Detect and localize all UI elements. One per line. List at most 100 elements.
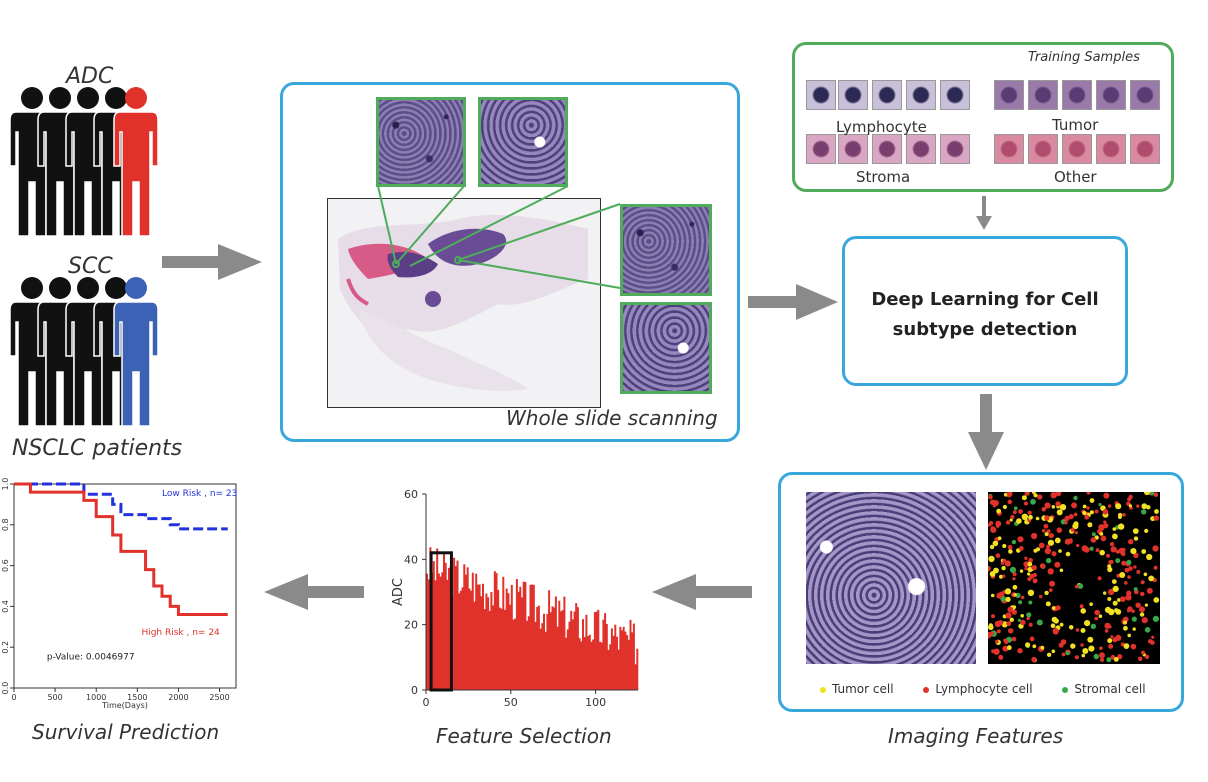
detected-cell: [1070, 643, 1076, 649]
detected-cell: [1004, 588, 1012, 595]
detected-cell: [1104, 629, 1109, 633]
training-thumbnail: [838, 80, 868, 110]
detected-cell: [1139, 606, 1145, 613]
detected-cell: [1037, 494, 1043, 500]
detected-cell: [1018, 509, 1023, 514]
detected-cell: [1044, 502, 1051, 509]
detected-cell: [1019, 569, 1024, 573]
detected-cell: [1051, 505, 1056, 509]
detected-cell: [1121, 560, 1127, 566]
detected-cell: [1084, 620, 1091, 627]
detected-cell: [1032, 644, 1037, 649]
detected-cell: [1036, 619, 1043, 626]
detected-cell: [993, 648, 1000, 655]
feature-bar: [448, 567, 450, 690]
detected-cell: [1151, 635, 1155, 639]
feature-bar: [509, 604, 512, 690]
detected-cell: [1108, 608, 1115, 616]
detected-cell: [1024, 492, 1030, 496]
detected-cell: [1002, 645, 1009, 652]
detected-cell: [1074, 531, 1078, 535]
legend-dot-tumor: [820, 686, 826, 693]
detected-cell: [1128, 539, 1134, 545]
detected-cell: [1068, 625, 1074, 630]
detected-cell: [1015, 592, 1021, 598]
detected-cell: [1103, 591, 1107, 595]
detected-cell: [1073, 503, 1077, 507]
detected-cell: [1099, 532, 1104, 536]
detected-cell: [1031, 565, 1037, 571]
detected-cell: [1064, 515, 1070, 521]
detected-cell: [1026, 612, 1032, 618]
feature-bar: [549, 612, 552, 690]
feature-bar: [610, 628, 613, 690]
feature-bar: [504, 609, 506, 690]
zoom-lines: [377, 185, 621, 289]
detected-cell: [988, 565, 991, 572]
nsclc-patients-label: NSCLC patients: [12, 436, 183, 461]
detected-cell: [1087, 522, 1093, 528]
arrow-left-icon: [652, 574, 752, 610]
feature-bar: [482, 583, 484, 690]
detected-cell: [1112, 585, 1119, 592]
detected-cell: [1090, 623, 1096, 629]
deep-learning-box: Deep Learning for Cell subtype detection: [842, 236, 1128, 386]
detected-cell: [1111, 579, 1117, 584]
detected-cell: [1149, 492, 1155, 496]
detected-cell: [1099, 652, 1105, 659]
feature-bar: [537, 605, 540, 690]
detected-cell: [1140, 591, 1145, 597]
detected-cell: [1004, 639, 1009, 645]
feature-bar: [585, 614, 588, 690]
legend-lymphocyte-label: Lymphocyte cell: [935, 682, 1033, 696]
feature-bar: [444, 562, 447, 690]
detected-cell: [1148, 575, 1155, 582]
detected-cell: [1141, 549, 1147, 554]
detected-cell: [995, 524, 1000, 528]
detected-cell: [1051, 551, 1057, 557]
detected-cell: [1153, 492, 1159, 497]
detected-cell: [1137, 656, 1143, 662]
x-tick-label: 0: [11, 693, 16, 702]
patient-highlight-icon: [113, 277, 159, 426]
detected-cell: [1084, 514, 1090, 520]
feature-bar: [498, 607, 501, 690]
detected-cell: [1002, 504, 1007, 510]
feature-bar: [599, 641, 601, 690]
detected-cell: [1093, 653, 1099, 660]
detected-cell: [1103, 492, 1110, 499]
detected-cell: [1117, 654, 1123, 660]
detected-cell: [1132, 528, 1139, 534]
feature-bar: [612, 635, 615, 690]
y-tick-label: 0.6: [1, 559, 10, 572]
detected-cell: [1140, 580, 1145, 585]
y-tick-label: 20: [404, 619, 418, 632]
feature-bar: [480, 596, 483, 690]
feature-bar: [426, 573, 428, 690]
detected-cell: [1002, 558, 1007, 563]
detected-cell: [1081, 653, 1086, 658]
y-tick-label: 0.8: [1, 518, 10, 531]
feature-bar: [583, 637, 586, 690]
detected-cell: [1033, 493, 1038, 498]
feature-bar: [568, 621, 571, 690]
arrow-right-icon: [748, 284, 838, 320]
feature-bar: [487, 597, 490, 690]
detected-cell: [1141, 617, 1148, 624]
detected-cell: [1048, 588, 1053, 592]
detected-cell: [1013, 506, 1018, 511]
feature-bar: [624, 631, 627, 690]
detected-cell: [1051, 606, 1056, 610]
imaging-features-caption: Imaging Features: [888, 724, 1064, 748]
feature-bar: [595, 611, 598, 690]
detected-cell: [1119, 596, 1126, 602]
detected-cell: [1133, 587, 1138, 592]
feature-bar: [436, 548, 439, 690]
detected-cell: [1112, 527, 1117, 531]
y-tick-label: 60: [404, 488, 418, 501]
detected-cell: [1032, 578, 1038, 584]
detected-cell: [1144, 654, 1150, 660]
detected-cell: [1089, 546, 1094, 551]
detected-cell: [1052, 628, 1059, 635]
x-tick-label: 50: [504, 696, 518, 708]
